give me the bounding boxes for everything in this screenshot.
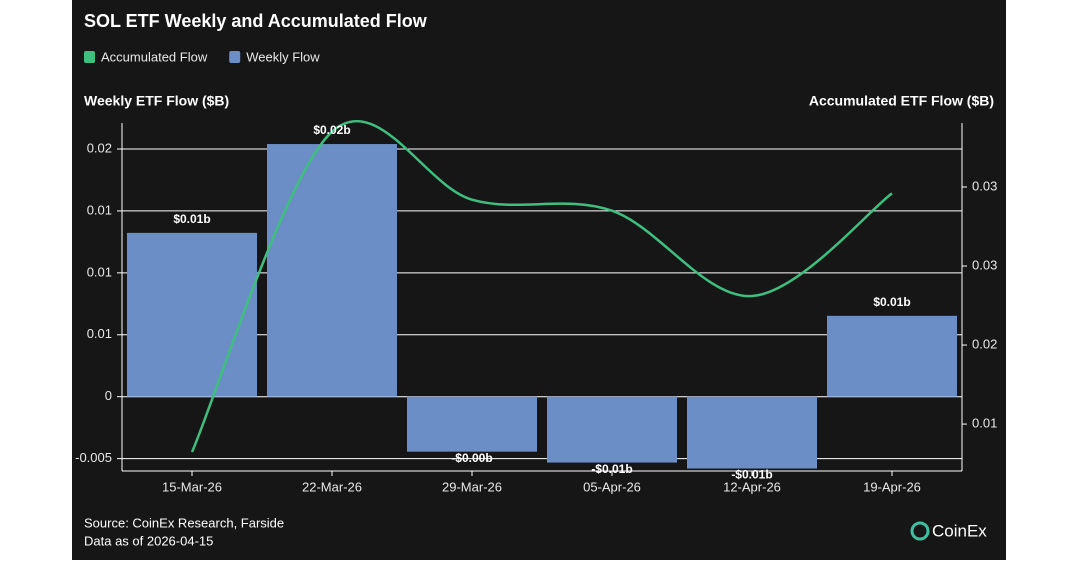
value-label: $0.01b <box>173 212 210 226</box>
x-tick-label: 15-Mar-26 <box>162 479 222 494</box>
y-tick-label: 0.01 <box>87 264 112 279</box>
value-label: -$0.00b <box>451 451 492 465</box>
bar <box>407 396 537 452</box>
logo: CoinEx <box>910 521 987 541</box>
x-tick-label: 29-Mar-26 <box>442 479 502 494</box>
chart-title: SOL ETF Weekly and Accumulated Flow <box>84 11 428 31</box>
bar <box>547 396 677 463</box>
value-label: $0.01b <box>873 295 910 309</box>
legend-label: Weekly Flow <box>246 49 320 64</box>
y-tick-label: -0.005 <box>75 450 112 465</box>
x-tick-label: 05-Apr-26 <box>583 479 641 494</box>
value-label: -$0.01b <box>731 468 772 482</box>
logo-text: CoinEx <box>932 521 987 540</box>
x-tick-label: 12-Apr-26 <box>723 479 781 494</box>
bar <box>127 232 257 397</box>
y2-tick-label: 0.02 <box>972 336 997 351</box>
y2-tick-label: 0.03 <box>972 178 997 193</box>
y-tick-label: 0.02 <box>87 140 112 155</box>
y-tick-label: 0.01 <box>87 202 112 217</box>
value-label: $0.02b <box>313 123 350 137</box>
date-note: Data as of 2026-04-15 <box>84 533 213 548</box>
y-tick-label: 0.01 <box>87 326 112 341</box>
line <box>190 120 893 453</box>
bar <box>267 144 397 397</box>
value-label: -$0.01b <box>591 462 632 476</box>
y2-tick-label: 0.01 <box>972 416 997 431</box>
bar <box>687 396 817 469</box>
x-tick-label: 19-Apr-26 <box>863 479 921 494</box>
bar <box>827 315 957 397</box>
legend-label: Accumulated Flow <box>101 49 208 64</box>
logo-icon <box>910 521 930 541</box>
legend-swatch <box>229 51 241 63</box>
legend-swatch <box>84 51 95 63</box>
source-note: Source: CoinEx Research, Farside <box>84 515 284 530</box>
y2-axis-title: Accumulated ETF Flow ($B) <box>809 93 994 109</box>
x-tick-label: 22-Mar-26 <box>302 479 362 494</box>
y2-tick-label: 0.03 <box>972 257 997 272</box>
y-axis-title: Weekly ETF Flow ($B) <box>84 93 229 109</box>
y-tick-label: 0 <box>105 388 112 403</box>
